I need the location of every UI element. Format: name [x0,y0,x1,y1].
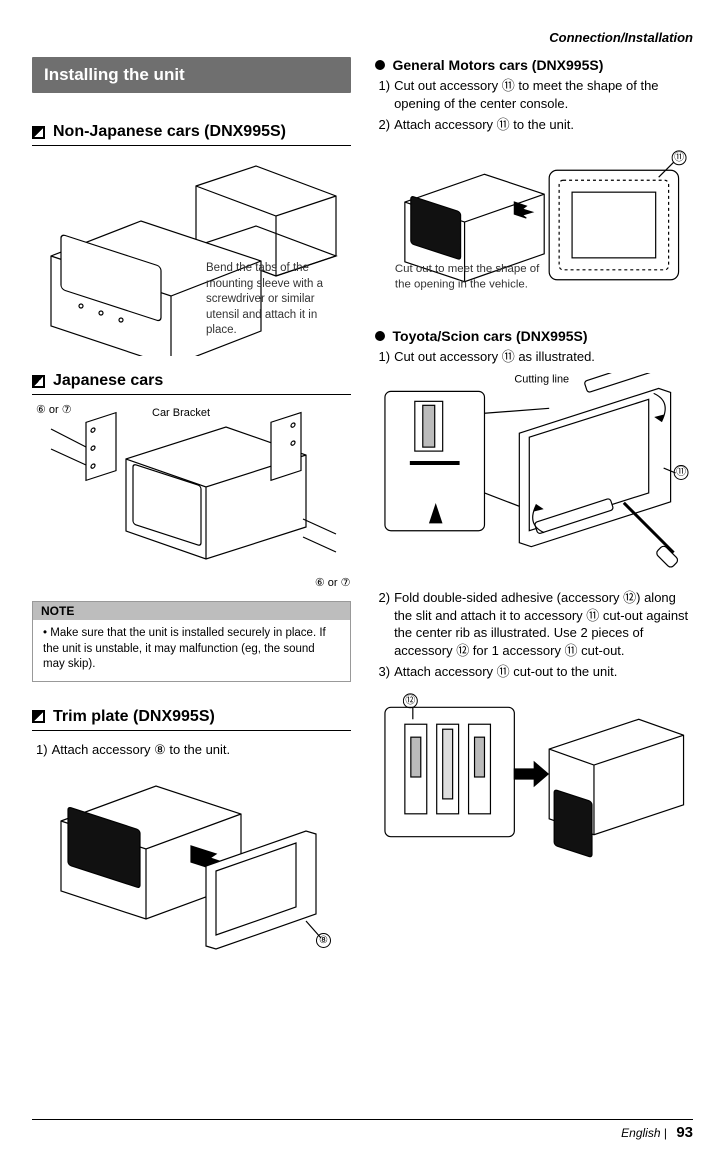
figure-toyota-attach: ⑫ [375,689,694,859]
footer-page: 93 [676,1124,693,1141]
step-toyota-1: 1)Cut out accessory ⑪ as illustrated. [375,348,694,366]
step-trim-1: 1) Attach accessory ⑧ to the unit. [32,741,351,759]
head-toyota: Toyota/Scion cars (DNX995S) [375,328,694,344]
step-toyota-2: 2)Fold double-sided adhesive (accessory … [375,589,694,659]
figure-non-japanese: Bend the tabs of the mounting sleeve wit… [32,156,351,356]
step-text: Attach accessory ⑪ to the unit. [394,116,574,134]
step-text: Cut out accessory ⑪ as illustrated. [394,348,595,366]
page-footer: English | 93 [32,1119,693,1141]
head-gm: General Motors cars (DNX995S) [375,57,694,73]
label-6or7-top: ⑥ or ⑦ [36,403,72,416]
step-text: Cut out accessory ⑪ to meet the shape of… [394,77,693,112]
head-text: General Motors cars (DNX995S) [393,57,604,73]
subhead-text: Japanese cars [53,372,163,390]
subhead-non-japanese: Non-Japanese cars (DNX995S) [32,123,351,146]
square-icon [32,710,45,723]
square-icon [32,375,45,388]
step-text: Attach accessory ⑧ to the unit. [52,741,231,759]
fig1-caption: Bend the tabs of the mounting sleeve wit… [206,261,346,339]
subhead-japanese: Japanese cars [32,372,351,395]
circled-11-b: ⑪ [673,465,688,480]
right-column: General Motors cars (DNX995S) 1)Cut out … [375,57,694,982]
figure-japanese [32,409,351,569]
circled-12: ⑫ [402,693,417,708]
note-box: NOTE Make sure that the unit is installe… [32,601,351,682]
note-title: NOTE [33,602,350,620]
step-text: Fold double-sided adhesive (accessory ⑫)… [394,589,693,659]
subhead-trim-plate: Trim plate (DNX995S) [32,708,351,731]
fig-gm-caption: Cut out to meet the shape of the opening… [394,261,543,292]
figure-gm: ⑪ Cut out to meet the shape of the openi… [375,142,694,312]
note-body: Make sure that the unit is installed sec… [33,620,350,681]
circled-8: ⑧ [316,933,331,948]
step-text: Attach accessory ⑪ cut-out to the unit. [394,663,617,681]
step-gm-1: 1)Cut out accessory ⑪ to meet the shape … [375,77,694,112]
label-car-bracket: Car Bracket [152,407,210,419]
bullet-icon [375,331,385,341]
page-header: Connection/Installation [32,30,693,45]
step-gm-2: 2)Attach accessory ⑪ to the unit. [375,116,694,134]
section-title: Installing the unit [32,57,351,93]
square-icon [32,126,45,139]
left-column: Installing the unit Non-Japanese cars (D… [32,57,351,982]
head-text: Toyota/Scion cars (DNX995S) [393,328,588,344]
circled-11: ⑪ [671,150,686,165]
subhead-text: Trim plate (DNX995S) [53,708,215,726]
figure-toyota-cut: Cutting line ⑪ [375,373,694,573]
label-cutting-line: Cutting line [514,374,614,386]
label-6or7-bot: ⑥ or ⑦ [315,577,351,589]
footer-lang: English [621,1126,660,1140]
bullet-icon [375,60,385,70]
subhead-text: Non-Japanese cars (DNX995S) [53,123,286,141]
step-toyota-3: 3)Attach accessory ⑪ cut-out to the unit… [375,663,694,681]
step-number: 1) [36,741,48,759]
figure-trim-plate: ⑧ [32,766,351,966]
